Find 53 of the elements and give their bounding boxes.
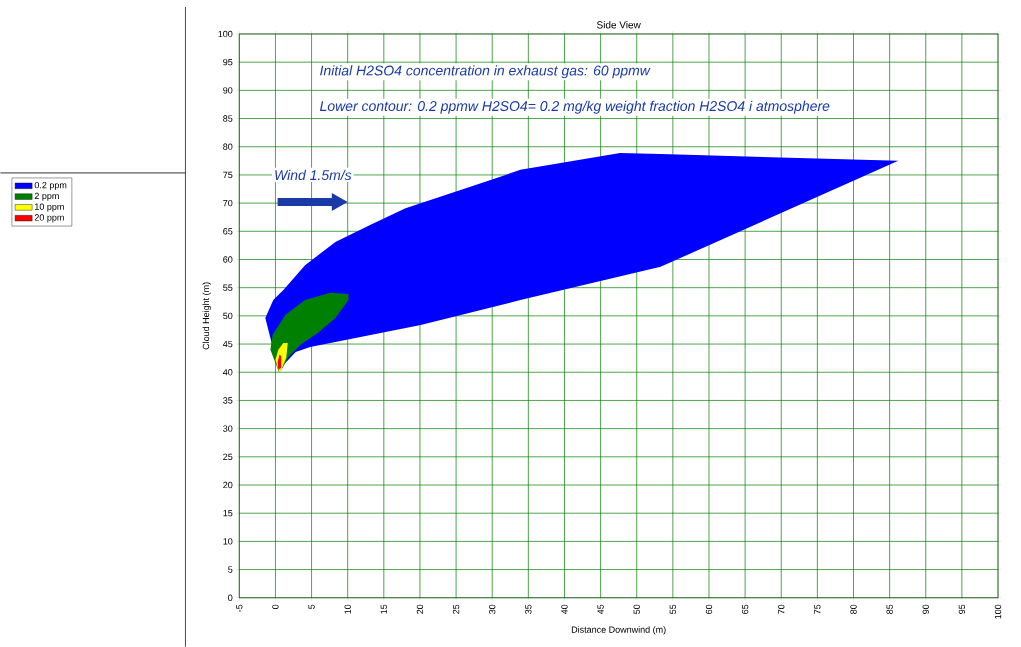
y-tick-label: 85 (223, 115, 233, 122)
x-tick-label: 30 (489, 604, 496, 614)
y-tick-label: 20 (223, 481, 233, 489)
y-tick-label: 80 (223, 143, 233, 150)
y-tick-label: 100 (218, 30, 233, 38)
x-tick-label: 100 (994, 604, 1002, 619)
legend-label: 20 ppm (34, 214, 64, 223)
y-axis-title: Cloud Height (m) (202, 282, 211, 350)
x-tick-label: 70 (778, 604, 785, 614)
y-tick-label: 35 (223, 397, 233, 404)
y-tick-label: 10 (223, 538, 233, 545)
y-tick-label: 90 (223, 87, 233, 94)
y-tick-label: 15 (223, 509, 233, 517)
x-tick-label: 5 (308, 604, 315, 609)
y-tick-label: 40 (222, 369, 233, 376)
y-tick-label: 45 (222, 340, 233, 348)
x-tick-label: -5 (236, 604, 243, 612)
y-tick-label: 60 (223, 256, 233, 263)
x-tick-label: 35 (525, 604, 532, 614)
y-tick-label: 65 (223, 228, 233, 235)
x-tick-label: 85 (886, 604, 893, 614)
x-axis-title: Distance Downwind (m) (571, 626, 666, 635)
y-tick-label: 50 (223, 312, 233, 319)
y-tick-label: 25 (223, 453, 233, 460)
legend-label: 2 ppm (34, 192, 59, 201)
y-tick-label: 95 (223, 58, 233, 66)
x-tick-label: 95 (958, 604, 966, 614)
x-tick-label: 75 (814, 604, 821, 614)
x-tick-label: 80 (850, 604, 857, 614)
annotation: Wind 1.5m/s (275, 169, 352, 180)
x-tick-label: 20 (416, 604, 424, 614)
y-tick-label: 5 (228, 566, 233, 573)
legend-label: 10 ppm (35, 203, 64, 212)
x-tick-label: 10 (344, 604, 351, 614)
x-tick-label: 50 (633, 604, 640, 614)
y-tick-label: 70 (223, 199, 233, 207)
x-tick-label: 25 (452, 604, 460, 614)
y-tick-label: 0 (228, 594, 233, 601)
x-tick-label: 55 (669, 604, 676, 614)
x-tick-label: 40 (561, 604, 568, 615)
legend-label: 0.2 ppm (34, 181, 67, 191)
x-tick-label: 45 (597, 604, 604, 615)
x-tick-label: 60 (705, 604, 713, 614)
x-tick-label: 15 (380, 604, 387, 614)
annotation: Initial H2SO4 concentration in exhaust gas: 60 ppmw (320, 65, 651, 79)
y-tick-label: 55 (223, 284, 233, 291)
chart-title: Side View (596, 21, 641, 29)
x-tick-label: 90 (922, 604, 929, 614)
y-tick-label: 75 (223, 171, 233, 179)
x-tick-label: 0 (272, 604, 279, 609)
y-tick-label: 30 (223, 425, 233, 432)
x-tick-label: 65 (741, 604, 749, 614)
annotation: Lower contour: 0.2 ppmw H2SO4= 0.2 mg/kg weight fraction H2SO4 i atmosphere (319, 100, 830, 114)
